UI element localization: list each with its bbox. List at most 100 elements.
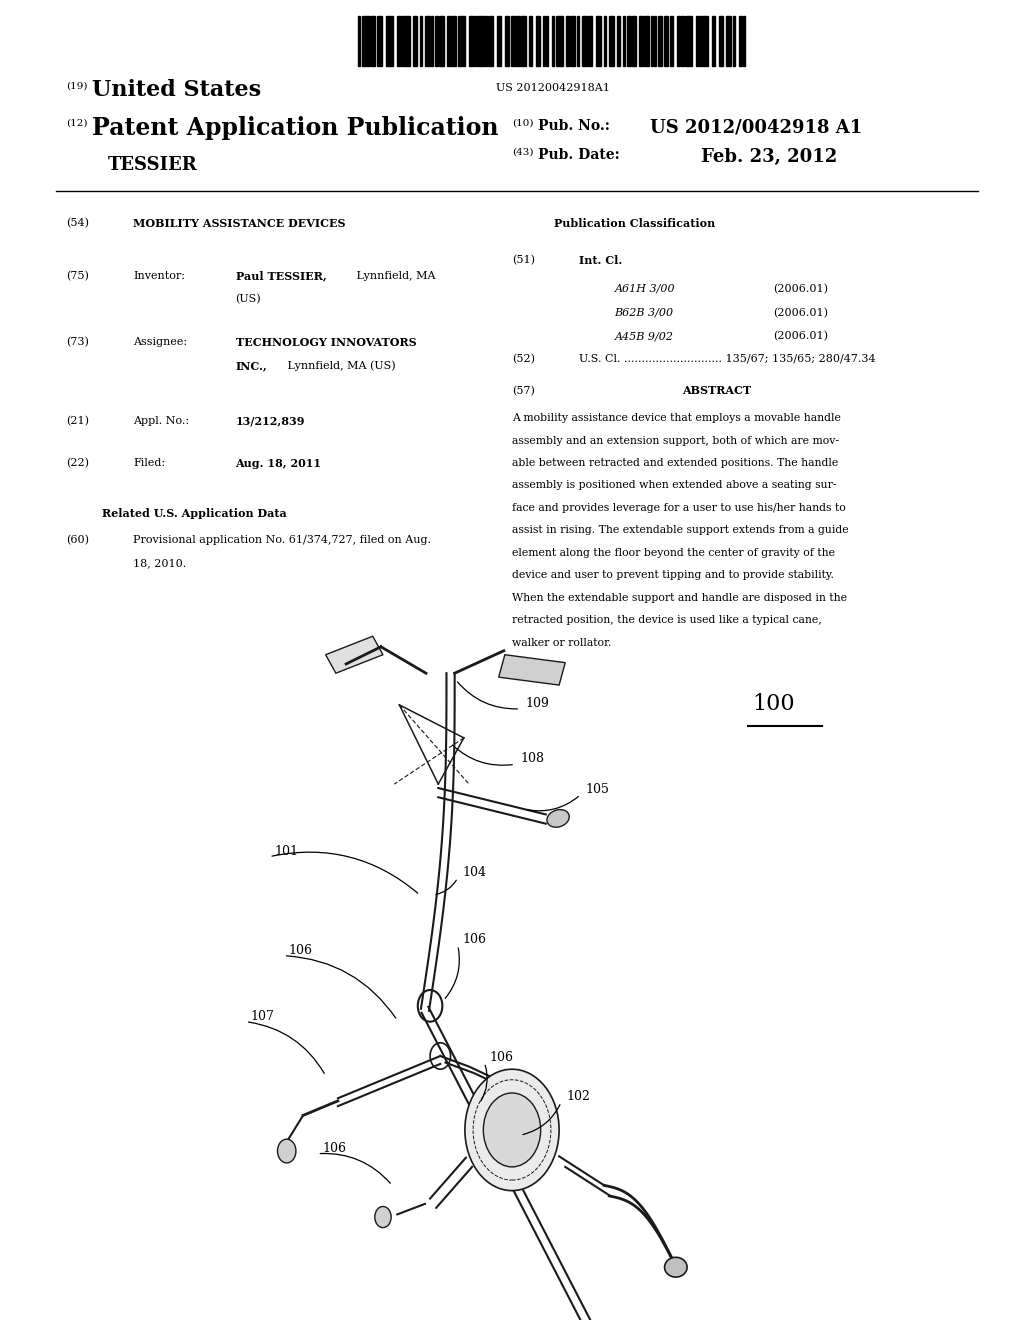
Bar: [639, 16, 643, 66]
Bar: [402, 16, 410, 66]
Text: (US): (US): [236, 294, 261, 305]
Bar: [743, 16, 745, 66]
Text: MOBILITY ASSISTANCE DEVICES: MOBILITY ASSISTANCE DEVICES: [133, 218, 346, 228]
Text: Int. Cl.: Int. Cl.: [579, 255, 622, 265]
Text: (60): (60): [67, 535, 89, 545]
Text: (10): (10): [512, 119, 534, 128]
Text: Pub. No.:: Pub. No.:: [538, 119, 609, 133]
Bar: [644, 16, 649, 66]
Text: 13/212,839: 13/212,839: [236, 416, 305, 426]
Bar: [588, 16, 592, 66]
Bar: [478, 16, 485, 66]
Bar: [582, 16, 587, 66]
Bar: [413, 16, 417, 66]
Bar: [570, 16, 575, 66]
Text: A61H 3/00: A61H 3/00: [614, 284, 675, 294]
Bar: [386, 16, 393, 66]
Text: (2006.01): (2006.01): [773, 331, 828, 342]
Bar: [362, 16, 370, 66]
Bar: [658, 16, 662, 66]
Text: 105: 105: [586, 783, 609, 796]
Bar: [596, 16, 601, 66]
Text: (73): (73): [67, 337, 89, 347]
Bar: [696, 16, 699, 66]
Bar: [617, 16, 620, 66]
Bar: [486, 16, 488, 66]
Text: able between retracted and extended positions. The handle: able between retracted and extended posi…: [512, 458, 839, 469]
Bar: [435, 16, 438, 66]
Text: When the extendable support and handle are disposed in the: When the extendable support and handle a…: [512, 593, 847, 603]
Bar: [733, 16, 735, 66]
Ellipse shape: [665, 1257, 687, 1276]
Text: US 20120042918A1: US 20120042918A1: [496, 83, 610, 94]
Text: walker or rollator.: walker or rollator.: [512, 638, 611, 648]
Bar: [577, 16, 579, 66]
Text: 102: 102: [566, 1090, 590, 1104]
Bar: [566, 16, 569, 66]
Bar: [632, 16, 636, 66]
Bar: [439, 16, 444, 66]
Text: retracted position, the device is used like a typical cane,: retracted position, the device is used l…: [512, 615, 821, 626]
Text: (21): (21): [67, 416, 89, 426]
Bar: [397, 16, 401, 66]
Text: 104: 104: [463, 866, 486, 879]
Bar: [651, 16, 653, 66]
Bar: [511, 16, 516, 66]
Bar: [609, 16, 614, 66]
Text: TESSIER: TESSIER: [108, 156, 198, 174]
Text: device and user to prevent tipping and to provide stability.: device and user to prevent tipping and t…: [512, 570, 834, 581]
Bar: [726, 16, 731, 66]
Bar: [712, 16, 715, 66]
Bar: [517, 16, 520, 66]
Text: (22): (22): [67, 458, 89, 469]
Bar: [377, 16, 382, 66]
Text: Assignee:: Assignee:: [133, 337, 187, 347]
Text: 109: 109: [525, 697, 549, 710]
Text: Inventor:: Inventor:: [133, 271, 185, 281]
Text: (75): (75): [67, 271, 89, 281]
Text: U.S. Cl. ............................ 135/67; 135/65; 280/47.34: U.S. Cl. ............................ 13…: [579, 354, 876, 364]
Text: (2006.01): (2006.01): [773, 308, 828, 318]
Text: Related U.S. Application Data: Related U.S. Application Data: [102, 508, 287, 519]
Text: assembly and an extension support, both of which are mov-: assembly and an extension support, both …: [512, 436, 839, 446]
Bar: [543, 16, 545, 66]
Text: B62B 3/00: B62B 3/00: [614, 308, 674, 318]
Text: (51): (51): [512, 255, 535, 265]
Bar: [552, 16, 554, 66]
Text: US 2012/0042918 A1: US 2012/0042918 A1: [650, 119, 862, 137]
Text: United States: United States: [92, 79, 261, 102]
Text: Feb. 23, 2012: Feb. 23, 2012: [701, 148, 838, 166]
Bar: [521, 16, 526, 66]
Text: (52): (52): [512, 354, 535, 364]
Text: TECHNOLOGY INNOVATORS: TECHNOLOGY INNOVATORS: [236, 337, 416, 347]
Text: Paul TESSIER,: Paul TESSIER,: [236, 271, 327, 281]
Text: (57): (57): [512, 385, 535, 396]
Text: Aug. 18, 2011: Aug. 18, 2011: [236, 458, 322, 469]
Text: Pub. Date:: Pub. Date:: [538, 148, 620, 162]
Bar: [719, 16, 723, 66]
Text: Lynnfield, MA (US): Lynnfield, MA (US): [284, 360, 395, 371]
Text: (43): (43): [512, 148, 534, 157]
Circle shape: [278, 1139, 296, 1163]
Circle shape: [465, 1069, 559, 1191]
Bar: [453, 16, 456, 66]
Text: element along the floor beyond the center of gravity of the: element along the floor beyond the cente…: [512, 548, 835, 558]
Circle shape: [483, 1093, 541, 1167]
Text: 106: 106: [489, 1051, 513, 1064]
Text: ABSTRACT: ABSTRACT: [682, 385, 752, 396]
Text: A45B 9/02: A45B 9/02: [614, 331, 674, 342]
Polygon shape: [499, 655, 565, 685]
Bar: [700, 16, 708, 66]
Bar: [469, 16, 474, 66]
Bar: [371, 16, 375, 66]
Bar: [681, 16, 684, 66]
Bar: [627, 16, 631, 66]
Text: assist in rising. The extendable support extends from a guide: assist in rising. The extendable support…: [512, 525, 849, 536]
Bar: [604, 16, 606, 66]
Bar: [556, 16, 563, 66]
Bar: [358, 16, 360, 66]
Bar: [529, 16, 532, 66]
Text: 18, 2010.: 18, 2010.: [133, 558, 186, 569]
Bar: [489, 16, 493, 66]
Bar: [623, 16, 625, 66]
